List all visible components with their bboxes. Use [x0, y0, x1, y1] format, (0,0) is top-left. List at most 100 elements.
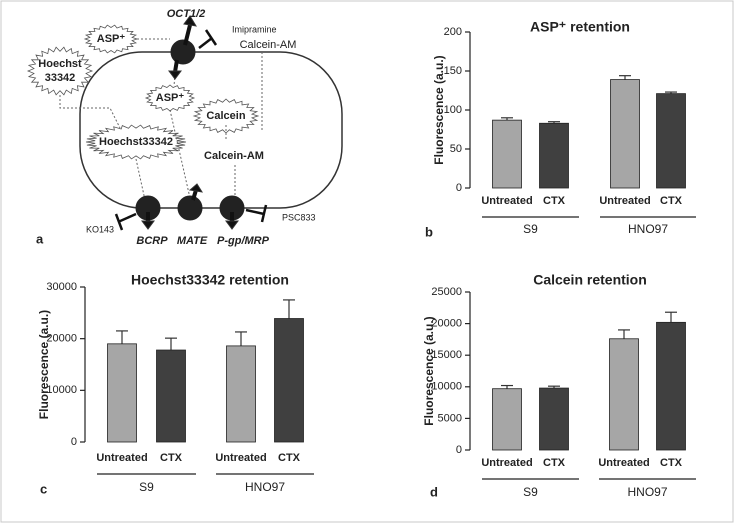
- transport-arrow: [173, 59, 179, 73]
- bar: [107, 343, 137, 443]
- bar-chart: ASP⁺ retention b Fluorescence (a.u.) 0 50 100…: [425, 19, 696, 239]
- bar: [492, 119, 522, 189]
- flow-arrow: [169, 109, 191, 199]
- bar: [492, 388, 522, 451]
- y-tick-label: 25000: [431, 286, 462, 298]
- calcein-am-out: Calcein-AM: [240, 39, 297, 51]
- group-label: HNO97: [628, 222, 668, 236]
- cell: [79, 51, 343, 209]
- chart-title: Calcein retention: [533, 272, 647, 288]
- x-tick-label: CTX: [543, 457, 566, 469]
- x-tick-label: Untreated: [599, 195, 650, 207]
- y-tick-label: 20000: [46, 333, 77, 345]
- pgp-label: P-gp/MRP: [217, 235, 270, 247]
- transporter: [170, 39, 196, 65]
- arrowhead: [183, 15, 197, 27]
- starburst: [83, 24, 139, 54]
- starburst: [26, 46, 94, 96]
- diagram: [26, 15, 343, 231]
- bar-chart: Hoechst33342 retention c Fluorescence (a.u…: [37, 272, 314, 496]
- bar: [656, 321, 686, 451]
- y-tick-label: 0: [456, 444, 462, 456]
- calcein-in: Calcein: [206, 110, 245, 122]
- x-tick-label: CTX: [278, 452, 301, 464]
- bcrp-label: BCRP: [136, 235, 168, 247]
- y-tick-label: 10000: [431, 381, 462, 393]
- x-tick-label: CTX: [160, 452, 183, 464]
- hoechst-out: 33342: [45, 72, 76, 84]
- group-label: S9: [523, 222, 538, 236]
- bar: [610, 79, 640, 189]
- calcein-am-in: Calcein-AM: [204, 150, 264, 162]
- y-axis-label: Fluorescence (a.u.): [432, 55, 446, 164]
- oct-label: OCT1/2: [167, 8, 206, 20]
- x-tick-label: Untreated: [481, 457, 532, 469]
- flow-arrow: [135, 158, 146, 201]
- inhibitor: [245, 208, 265, 216]
- x-tick-label: CTX: [543, 195, 566, 207]
- arrowhead: [141, 220, 155, 230]
- inhibitor-bar: [114, 213, 124, 231]
- inhibitor-bar: [260, 204, 268, 223]
- group-label: S9: [523, 485, 538, 499]
- bar: [609, 338, 639, 451]
- bar: [539, 387, 569, 451]
- imipramine-label: Imipramine: [232, 24, 277, 34]
- bar: [156, 349, 186, 443]
- x-tick-label: CTX: [660, 195, 683, 207]
- bar: [656, 93, 686, 189]
- bar: [539, 122, 569, 189]
- y-tick-label: 0: [456, 182, 462, 194]
- chart-title: Hoechst33342 retention: [131, 272, 289, 288]
- hoechst-out: Hoechst: [38, 58, 82, 70]
- y-tick-label: 30000: [46, 281, 77, 293]
- asp-in: ASP⁺: [156, 92, 185, 104]
- x-tick-label: Untreated: [481, 195, 532, 207]
- inhibitor-bar: [204, 29, 218, 46]
- panel-label: d: [430, 484, 438, 499]
- inhibitor: [198, 37, 213, 49]
- bar-chart: Calcein retention d Fluorescence (a.u.) 0 50…: [422, 272, 696, 499]
- ko143-label: KO143: [86, 224, 114, 234]
- starburst: [144, 84, 196, 112]
- flow-arrow: [59, 95, 121, 129]
- y-tick-label: 20000: [431, 318, 462, 330]
- y-tick-label: 50: [450, 143, 462, 155]
- y-tick-label: 5000: [438, 412, 462, 424]
- y-axis-label: Fluorescence (a.u.): [422, 316, 436, 425]
- bar: [274, 318, 304, 443]
- x-tick-label: CTX: [660, 457, 683, 469]
- group-label: HNO97: [245, 480, 285, 494]
- panel-label: b: [425, 224, 433, 239]
- y-tick-label: 100: [444, 104, 462, 116]
- panel-label: c: [40, 481, 47, 496]
- chart-title: ASP⁺ retention: [530, 19, 630, 35]
- y-tick-label: 15000: [431, 349, 462, 361]
- group-label: S9: [139, 480, 154, 494]
- asp-out: ASP⁺: [97, 33, 126, 45]
- x-tick-label: Untreated: [96, 452, 147, 464]
- hoechst-in: Hoechst33342: [99, 136, 173, 148]
- y-tick-label: 10000: [46, 384, 77, 396]
- y-tick-label: 200: [444, 26, 462, 38]
- panel-label: a: [36, 231, 44, 246]
- transport-arrow: [191, 189, 198, 201]
- transport-arrow: [183, 24, 192, 46]
- y-axis-label: Fluorescence (a.u.): [37, 310, 51, 419]
- mate-label: MATE: [177, 235, 208, 247]
- x-tick-label: Untreated: [215, 452, 266, 464]
- bar: [226, 345, 256, 443]
- transporter: [177, 195, 203, 221]
- arrowhead: [225, 220, 239, 230]
- starburst: [85, 124, 187, 160]
- inhibitor: [117, 212, 137, 224]
- arrowhead: [168, 70, 182, 80]
- psc833-label: PSC833: [282, 212, 316, 222]
- group-label: HNO97: [627, 485, 667, 499]
- starburst: [192, 98, 260, 134]
- y-tick-label: 150: [444, 65, 462, 77]
- diagram-labels: a OCT1/2 Imipramine ASP⁺ Hoechst 33342 C…: [36, 8, 316, 247]
- y-tick-label: 0: [71, 436, 77, 448]
- arrowhead: [188, 183, 204, 193]
